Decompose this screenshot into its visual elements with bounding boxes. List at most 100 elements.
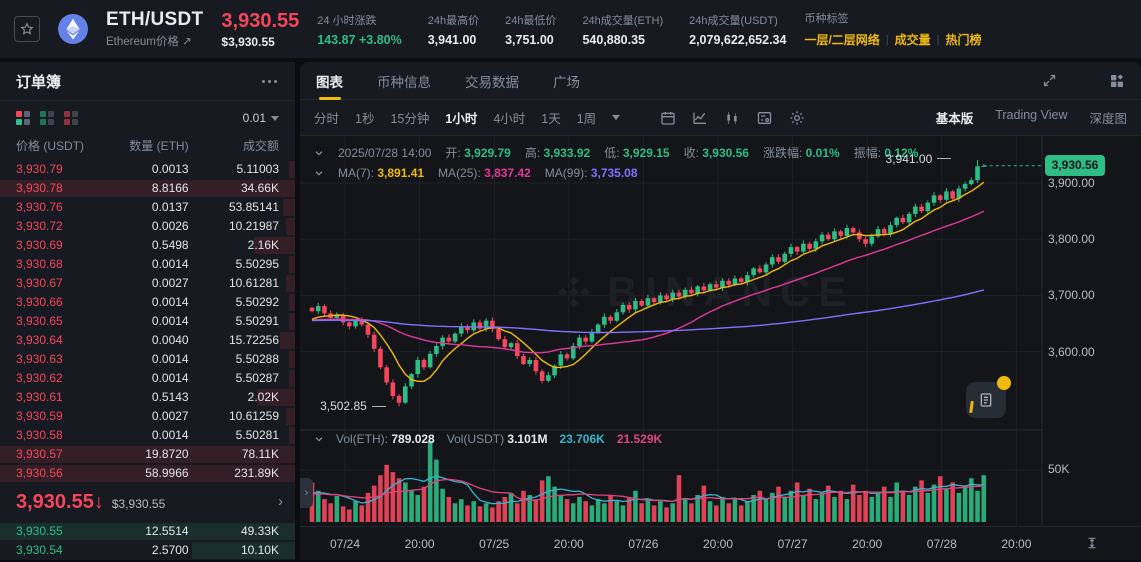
favorite-star-button[interactable] (14, 16, 40, 42)
depth-bar (286, 275, 295, 292)
caret-down-icon (271, 115, 279, 121)
tag-link[interactable]: 成交量 (894, 33, 931, 47)
ohlc-pair: 涨跌幅: 0.01% (763, 144, 840, 161)
ruler-icon (1088, 537, 1096, 549)
orderbook-row[interactable]: 3,930.66 0.0014 5.50292 (0, 293, 295, 312)
orderbook-column-headers: 价格 (USDT) 数量 (ETH) 成交额 (0, 135, 295, 160)
orderbook-row[interactable]: 3,930.54 2.5700 10.10K (0, 541, 295, 560)
ohlc-value: 3,933.92 (543, 146, 591, 160)
panel-expand-handle[interactable]: › (300, 478, 313, 508)
orderbook-row[interactable]: 3,930.61 0.5143 2.02K (0, 388, 295, 407)
amount: 0.0014 (151, 371, 189, 385)
time-axis-label: 20:00 (1001, 537, 1032, 551)
orderbook-row[interactable]: 3,930.55 12.5514 49.33K (0, 522, 295, 541)
binance-logo-icon (558, 276, 590, 308)
timezone-button[interactable] (660, 110, 676, 126)
depth-bar (253, 237, 295, 254)
coin-tags: 币种标签 一层/二层网络 | 成交量 | 热门榜 (804, 10, 981, 48)
ohlc-pair: 低: 3,929.15 (604, 144, 669, 161)
depth-bar (280, 332, 295, 349)
interval-1天[interactable]: 1天 (541, 112, 561, 126)
interval-1周[interactable]: 1周 (576, 112, 597, 126)
time-axis-label: 07/25 (479, 537, 510, 551)
time-axis-label: 07/26 (628, 537, 659, 551)
eth-logo (58, 14, 88, 44)
precision-dropdown[interactable]: 0.01 (243, 111, 279, 125)
chart-toolbar: 分时 1秒 15分钟 1小时 4小时 1天 1周 基本版 Trading View 深度图 (300, 100, 1141, 136)
orderbook-mode-asks-icon[interactable] (64, 111, 78, 126)
axis-scale-button[interactable] (1085, 535, 1099, 556)
collapse-chevron-icon[interactable] (314, 434, 324, 444)
stats-strip: 24 小时涨跌 143.87 +3.80% 24h最高价 3,941.00 24h最低价… (317, 12, 786, 47)
ohlc-pair: 振幅: 0.12% (854, 144, 919, 161)
orderbook-row[interactable]: 3,930.67 0.0027 10.61281 (0, 274, 295, 293)
orderbook-mode-both-icon[interactable] (16, 111, 30, 126)
orderbook-row[interactable]: 3,930.56 58.9966 231.89K (0, 464, 295, 483)
candles-icon (727, 111, 737, 124)
time-axis[interactable]: 07/24 20:00 07/25 20:00 07/26 20:00 07/27 20:00… (300, 526, 1141, 560)
tab-图表[interactable]: 图表 (316, 62, 343, 100)
orderbook-row[interactable]: 3,930.79 0.0013 5.11003 (0, 160, 295, 179)
view-基本版[interactable]: 基本版 (935, 112, 974, 126)
orderbook-row[interactable]: 3,930.78 8.8166 34.66K (0, 179, 295, 198)
interval-caret-icon[interactable] (612, 115, 621, 120)
orderbook-row[interactable]: 3,930.68 0.0014 5.50295 (0, 255, 295, 274)
tag-separator: | (936, 33, 940, 46)
interval-4小时[interactable]: 4小时 (493, 112, 526, 126)
orderbook-row[interactable]: 3,930.65 0.0014 5.50291 (0, 312, 295, 331)
depth-bar (289, 161, 295, 178)
amount: 0.5498 (151, 238, 189, 252)
tag-separator: | (885, 33, 889, 46)
fullscreen-button[interactable] (1042, 73, 1057, 88)
view-Trading View[interactable]: Trading View (995, 108, 1068, 122)
chart-style-button[interactable] (692, 110, 708, 126)
orderbook-row[interactable]: 3,930.76 0.0137 53.85141 (0, 198, 295, 217)
vol-pair: Vol(ETH): 789.028 (336, 432, 435, 446)
layout-button[interactable] (1109, 73, 1125, 89)
orderbook-row[interactable]: 3,930.63 0.0014 5.50288 (0, 350, 295, 369)
tab-交易数据[interactable]: 交易数据 (465, 74, 519, 90)
tab-广场[interactable]: 广场 (553, 74, 580, 90)
orderbook-row[interactable]: 3,930.57 19.8720 78.11K (0, 445, 295, 464)
orderbook-row[interactable]: 3,930.59 0.0027 10.61259 (0, 407, 295, 426)
orderbook-mode-bids-icon[interactable] (40, 111, 54, 126)
chart-canvas[interactable]: BINANCE 2025/07/28 14:00 开: 3,929.79 高: 3… (300, 136, 1141, 560)
interval-1秒[interactable]: 1秒 (355, 112, 375, 126)
coin-price-link[interactable]: Ethereum价格 ↗ (106, 36, 192, 48)
candle-style-button[interactable] (724, 110, 740, 126)
depth-bar (256, 389, 295, 406)
gear-icon (790, 110, 804, 125)
orderbook-more-button[interactable] (260, 76, 279, 87)
stat-value: 143.87 +3.80% (317, 32, 402, 47)
interval-分时[interactable]: 分时 (314, 112, 340, 126)
orderbook-row[interactable]: 3,930.64 0.0040 15.72256 (0, 331, 295, 350)
news-float-button[interactable] (966, 376, 1011, 418)
ask-price: 3,930.57 (16, 447, 63, 461)
chart-settings-button[interactable] (789, 110, 805, 126)
orderbook-row[interactable]: 3,930.69 0.5498 2.16K (0, 236, 295, 255)
time-axis-label: 20:00 (404, 537, 435, 551)
last-price-ticker[interactable]: 3,930.55↓ $3,930.55 › (16, 491, 283, 513)
chevron-right-icon[interactable]: › (278, 493, 283, 510)
time-axis-label: 20:00 (702, 537, 734, 551)
orderbook-row[interactable]: 3,930.58 0.0014 5.50281 (0, 426, 295, 445)
tag-link[interactable]: 一层/二层网络 (804, 33, 880, 47)
interval-1小时[interactable]: 1小时 (445, 112, 478, 126)
interval-15分钟[interactable]: 15分钟 (390, 112, 430, 126)
view-深度图[interactable]: 深度图 (1089, 112, 1127, 126)
total: 10.61259 (228, 409, 279, 423)
collapse-chevron-icon[interactable] (314, 148, 324, 158)
star-icon (20, 22, 34, 35)
collapse-chevron-icon[interactable] (314, 168, 324, 178)
orderbook-row[interactable]: 3,930.72 0.0026 10.21987 (0, 217, 295, 236)
total: 10.10K (240, 543, 279, 557)
tab-币种信息[interactable]: 币种信息 (377, 74, 431, 90)
ask-price: 3,930.63 (16, 352, 63, 366)
tag-link[interactable]: 热门榜 (945, 33, 982, 47)
amount: 8.8166 (151, 181, 189, 195)
stat-label: 24h最低价 (505, 14, 557, 27)
ohlc-pair: 高: 3,933.92 (525, 144, 590, 161)
total: 5.50291 (235, 314, 279, 328)
indicators-button[interactable] (756, 110, 773, 126)
orderbook-row[interactable]: 3,930.62 0.0014 5.50287 (0, 369, 295, 388)
